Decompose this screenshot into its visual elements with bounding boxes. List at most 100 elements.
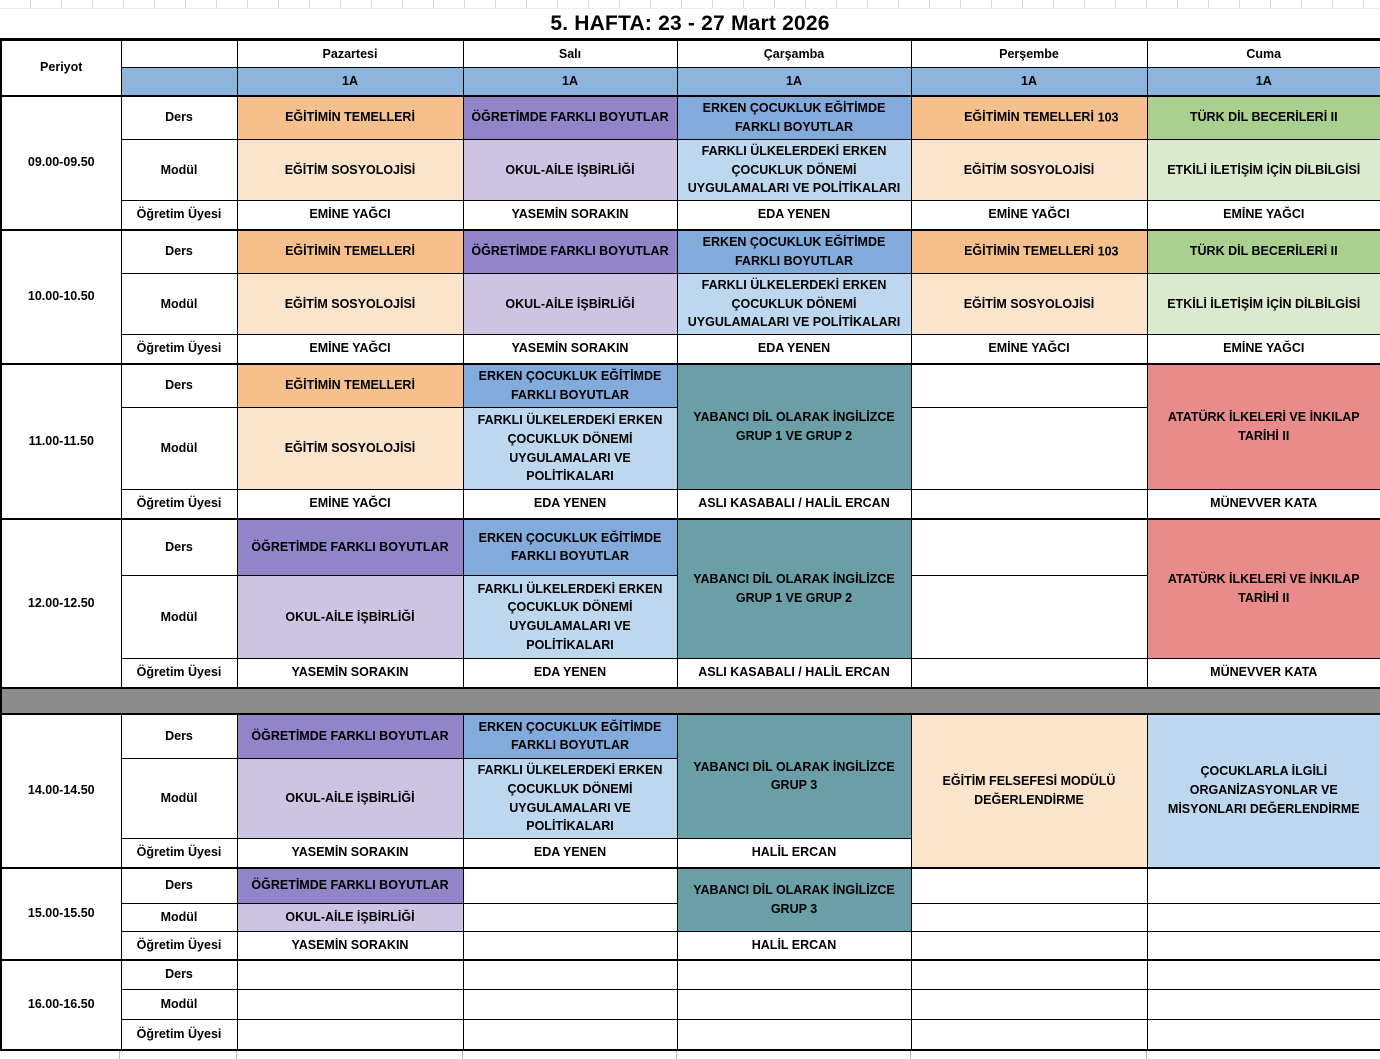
module-cell: OKUL-AİLE İŞBİRLİĞİ	[236, 758, 464, 839]
time-cell: 14.00-14.50	[0, 712, 122, 868]
instructor-cell: EMİNE YAĞCI	[910, 200, 1148, 230]
room-number: 103	[1097, 110, 1119, 125]
instructor-cell: YASEMİN SORAKIN	[236, 838, 464, 868]
module-cell: OKUL-AİLE İŞBİRLİĞİ	[236, 575, 464, 659]
merged-course-cell: ATATÜRK İLKELERİ VE İNKILAP TARİHİ II	[1146, 517, 1380, 659]
class-row-spacer	[120, 67, 238, 96]
row-label-modul: Modül	[120, 989, 238, 1020]
empty-cell	[1146, 903, 1380, 932]
empty-cell	[910, 958, 1148, 990]
lunch-break-row	[0, 686, 1380, 715]
empty-cell	[236, 958, 464, 990]
merged-course-cell: ÇOCUKLARLA İLGİLİ ORGANİZASYONLAR VE MİS…	[1146, 712, 1380, 868]
row-label-instructor: Öğretim Üyesi	[120, 838, 238, 868]
row-label-instructor: Öğretim Üyesi	[120, 200, 238, 230]
course-cell: ERKEN ÇOCUKLUK EĞİTİMDE FARKLI BOYUTLAR	[462, 517, 678, 576]
empty-cell	[676, 958, 912, 990]
spreadsheet-bottom-strip	[0, 1050, 1380, 1059]
time-cell: 10.00-10.50	[0, 228, 122, 364]
empty-cell	[1146, 931, 1380, 960]
row-label-ders: Ders	[120, 94, 238, 140]
row-label-modul: Modül	[120, 273, 238, 335]
instructor-cell: EMİNE YAĞCI	[1146, 200, 1380, 230]
time-cell: 15.00-15.50	[0, 866, 122, 960]
module-cell: FARKLI ÜLKELERDEKİ ERKEN ÇOCUKLUK DÖNEMİ…	[462, 758, 678, 839]
day-header-persembe: Perşembe	[910, 39, 1148, 68]
spreadsheet-top-strip	[0, 0, 1380, 8]
module-cell: EĞİTİM SOSYOLOJİSİ	[910, 139, 1148, 201]
row-label-ders: Ders	[120, 958, 238, 990]
module-cell: FARKLI ÜLKELERDEKİ ERKEN ÇOCUKLUK DÖNEMİ…	[462, 407, 678, 490]
course-cell: ÖĞRETİMDE FARKLI BOYUTLAR	[236, 866, 464, 904]
course-name: EĞİTİMİN TEMELLERİ	[964, 244, 1094, 259]
instructor-cell: EMİNE YAĞCI	[1146, 334, 1380, 364]
instructor-cell: YASEMİN SORAKIN	[236, 658, 464, 688]
course-cell: ERKEN ÇOCUKLUK EĞİTİMDE FARKLI BOYUTLAR	[676, 228, 912, 274]
empty-cell	[120, 39, 238, 68]
room-number: 103	[1097, 244, 1119, 259]
page-title: 5. HAFTA: 23 - 27 Mart 2026	[0, 8, 1380, 38]
merged-course-cell: YABANCI DİL OLARAK İNGİLİZCE GRUP 1 VE G…	[676, 362, 912, 490]
row-label-ders: Ders	[120, 228, 238, 274]
row-label-modul: Modül	[120, 575, 238, 659]
instructor-cell: EMİNE YAĞCI	[236, 200, 464, 230]
class-cell: 1A	[1146, 67, 1380, 96]
day-header-carsamba: Çarşamba	[676, 39, 912, 68]
course-name: EĞİTİMİN TEMELLERİ	[964, 110, 1094, 125]
empty-cell	[910, 489, 1148, 519]
empty-cell	[236, 989, 464, 1020]
merged-course-cell: EĞİTİM FELSEFESİ MODÜLÜ DEĞERLENDİRME	[910, 712, 1148, 868]
module-cell: ETKİLİ İLETİŞİM İÇİN DİLBİLGİSİ	[1146, 139, 1380, 201]
course-cell: ERKEN ÇOCUKLUK EĞİTİMDE FARKLI BOYUTLAR	[462, 362, 678, 408]
instructor-cell: EMİNE YAĞCI	[236, 334, 464, 364]
merged-course-cell: YABANCI DİL OLARAK İNGİLİZCE GRUP 1 VE G…	[676, 517, 912, 659]
row-label-instructor: Öğretim Üyesi	[120, 1019, 238, 1050]
class-cell: 1A	[236, 67, 464, 96]
row-label-ders: Ders	[120, 517, 238, 576]
module-cell: OKUL-AİLE İŞBİRLİĞİ	[462, 273, 678, 335]
empty-cell	[910, 517, 1148, 576]
course-cell: ÖĞRETİMDE FARKLI BOYUTLAR	[462, 228, 678, 274]
instructor-cell: EMİNE YAĞCI	[236, 489, 464, 519]
empty-cell	[910, 362, 1148, 408]
empty-cell	[236, 1019, 464, 1050]
module-cell: FARKLI ÜLKELERDEKİ ERKEN ÇOCUKLUK DÖNEMİ…	[676, 273, 912, 335]
row-label-modul: Modül	[120, 903, 238, 932]
module-cell: OKUL-AİLE İŞBİRLİĞİ	[462, 139, 678, 201]
empty-cell	[462, 958, 678, 990]
course-cell: ERKEN ÇOCUKLUK EĞİTİMDE FARKLI BOYUTLAR	[462, 712, 678, 759]
course-cell: ÖĞRETİMDE FARKLI BOYUTLAR	[462, 94, 678, 140]
course-cell: EĞİTİMİN TEMELLERİ	[236, 362, 464, 408]
instructor-cell: MÜNEVVER KATA	[1146, 658, 1380, 688]
course-cell: TÜRK DİL BECERİLERİ II	[1146, 94, 1380, 140]
timetable: Periyot Pazartesi Salı Çarşamba Perşembe…	[0, 38, 1380, 1051]
empty-cell	[462, 931, 678, 960]
row-label-ders: Ders	[120, 712, 238, 759]
empty-cell	[462, 1019, 678, 1050]
empty-cell	[1146, 1019, 1380, 1050]
time-cell: 09.00-09.50	[0, 94, 122, 230]
time-cell: 16.00-16.50	[0, 958, 122, 1050]
empty-cell	[1146, 989, 1380, 1020]
row-label-instructor: Öğretim Üyesi	[120, 658, 238, 688]
empty-cell	[910, 989, 1148, 1020]
instructor-cell: ASLI KASABALI / HALİL ERCAN	[676, 658, 912, 688]
instructor-cell: HALİL ERCAN	[676, 931, 912, 960]
instructor-cell: EDA YENEN	[676, 200, 912, 230]
empty-cell	[676, 1019, 912, 1050]
module-cell: FARKLI ÜLKELERDEKİ ERKEN ÇOCUKLUK DÖNEMİ…	[676, 139, 912, 201]
empty-cell	[910, 903, 1148, 932]
course-cell: EĞİTİMİN TEMELLERİ 103	[910, 228, 1148, 274]
instructor-cell: EDA YENEN	[676, 334, 912, 364]
instructor-cell: EDA YENEN	[462, 838, 678, 868]
day-header-sali: Salı	[462, 39, 678, 68]
row-label-instructor: Öğretim Üyesi	[120, 931, 238, 960]
instructor-cell: YASEMİN SORAKIN	[462, 200, 678, 230]
instructor-cell: YASEMİN SORAKIN	[236, 931, 464, 960]
empty-cell	[910, 575, 1148, 659]
row-label-modul: Modül	[120, 758, 238, 839]
module-cell: OKUL-AİLE İŞBİRLİĞİ	[236, 903, 464, 932]
class-cell: 1A	[462, 67, 678, 96]
day-header-cuma: Cuma	[1146, 39, 1380, 68]
time-cell: 11.00-11.50	[0, 362, 122, 519]
